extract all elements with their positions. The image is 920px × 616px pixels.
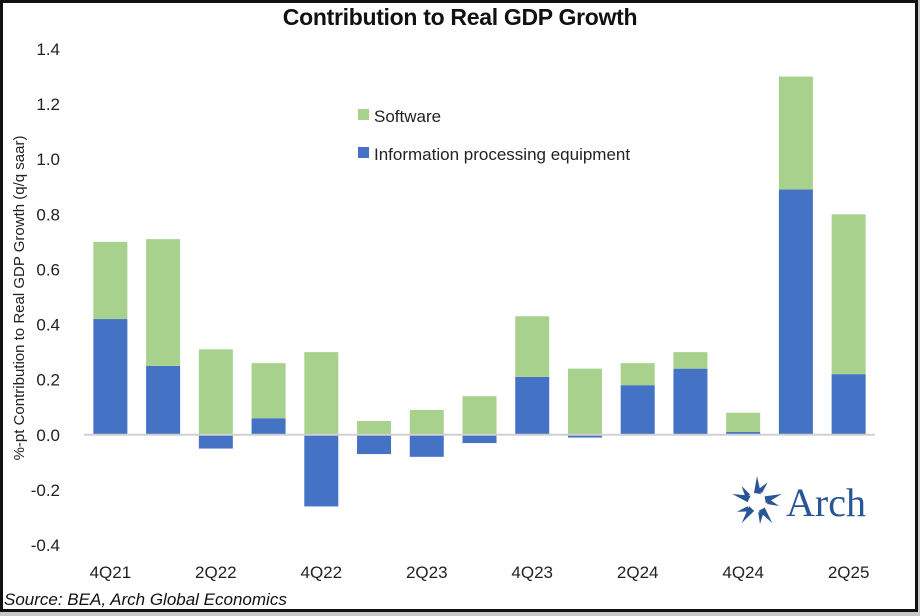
legend-label-software: Software xyxy=(374,107,441,126)
y-tick-label: -0.4 xyxy=(31,536,60,555)
x-tick-label: 4Q22 xyxy=(301,563,343,582)
bar-segment xyxy=(198,434,233,449)
y-tick-label: 0.4 xyxy=(36,316,60,335)
bar-segment xyxy=(726,412,761,433)
bar-segment xyxy=(409,434,444,457)
bar-segment xyxy=(620,363,655,386)
bars xyxy=(93,76,866,507)
y-tick-label: 1.0 xyxy=(36,150,60,169)
y-tick-label: 0.2 xyxy=(36,371,60,390)
bar-segment xyxy=(673,352,708,369)
legend-swatch-info-processing xyxy=(358,147,369,158)
y-axis: -0.4 -0.2 0.0 0.2 0.4 0.6 0.8 1.0 1.2 1.4 xyxy=(31,40,60,555)
bar-segment xyxy=(778,189,813,435)
x-tick-label: 4Q21 xyxy=(90,563,132,582)
bar-segment xyxy=(831,214,866,375)
y-tick-label: 0.0 xyxy=(36,426,60,445)
bar-segment xyxy=(146,365,181,435)
bar-segment xyxy=(620,385,655,435)
bar-segment xyxy=(778,76,813,190)
y-tick-label: 0.6 xyxy=(36,260,60,279)
arch-logo-text: Arch xyxy=(786,480,866,525)
bar-segment xyxy=(515,316,550,377)
bar-segment xyxy=(673,368,708,435)
bar-segment xyxy=(93,319,128,435)
bar-segment xyxy=(251,363,286,419)
y-tick-label: 1.2 xyxy=(36,95,60,114)
arch-star-icon xyxy=(732,476,782,525)
y-tick-label: -0.2 xyxy=(31,481,60,500)
x-tick-label: 4Q24 xyxy=(722,563,764,582)
x-tick-label: 4Q23 xyxy=(511,563,553,582)
arch-logo: Arch xyxy=(732,476,866,525)
bar-segment xyxy=(567,368,602,435)
bar-segment xyxy=(251,418,286,435)
x-tick-label: 2Q22 xyxy=(195,563,237,582)
bar-segment xyxy=(462,396,497,435)
bar-segment xyxy=(304,352,339,435)
bar-segment xyxy=(357,434,392,455)
bar-segment xyxy=(93,241,128,320)
bar-segment xyxy=(567,434,602,438)
legend-swatch-software xyxy=(358,109,369,120)
y-tick-label: 0.8 xyxy=(36,205,60,224)
y-axis-label: %-pt Contribution to Real GDP Growth (q/… xyxy=(11,136,28,461)
bar-segment xyxy=(462,434,497,444)
x-axis: 4Q21 2Q22 4Q22 2Q23 4Q23 2Q24 4Q24 2Q25 xyxy=(90,563,870,582)
chart-title: Contribution to Real GDP Growth xyxy=(282,4,638,30)
x-tick-label: 2Q24 xyxy=(617,563,659,582)
x-tick-label: 2Q25 xyxy=(828,563,870,582)
legend: Software Information processing equipmen… xyxy=(358,107,630,164)
bar-segment xyxy=(515,376,550,435)
y-tick-label: 1.4 xyxy=(36,40,60,59)
bar-segment xyxy=(198,349,233,435)
source-note: Source: BEA, Arch Global Economics xyxy=(4,590,287,609)
bar-segment xyxy=(409,409,444,435)
bar-segment xyxy=(146,239,181,366)
legend-label-info-processing: Information processing equipment xyxy=(374,145,630,164)
bar-segment xyxy=(831,374,866,435)
bar-segment xyxy=(726,432,761,435)
bar-segment xyxy=(357,421,392,435)
x-tick-label: 2Q23 xyxy=(406,563,448,582)
bar-segment xyxy=(304,434,339,507)
